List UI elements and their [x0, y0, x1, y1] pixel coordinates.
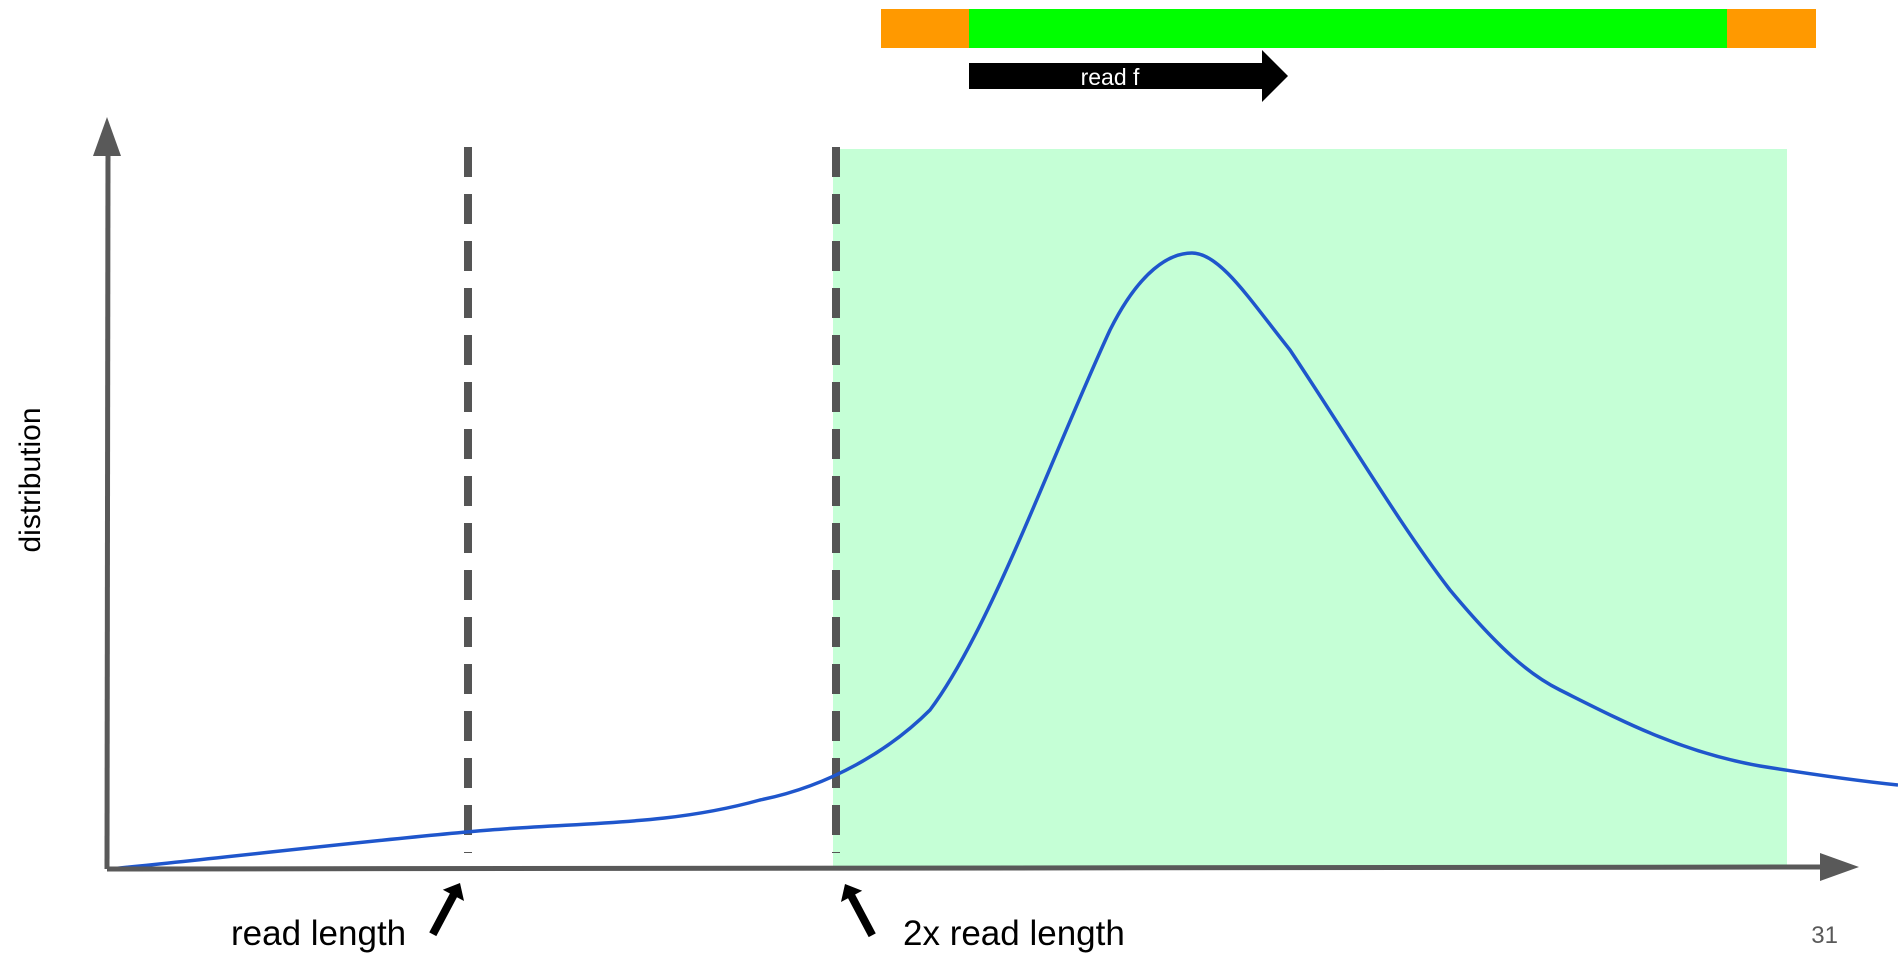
- read-arrow: read f: [969, 50, 1288, 102]
- axes: [93, 117, 1859, 881]
- up-arrow-icon: [429, 883, 465, 937]
- y-axis: [104, 149, 111, 870]
- double-read-length-label: 2x read length: [903, 914, 1125, 953]
- x-axis: [106, 864, 1821, 872]
- fragment-middle: [969, 9, 1727, 48]
- page-number: 31: [1811, 922, 1838, 949]
- read-label: read f: [1081, 64, 1140, 90]
- read-length-label: read length: [231, 914, 406, 953]
- up-arrow-icon: [840, 884, 876, 938]
- y-axis-label: distribution: [14, 407, 47, 552]
- x-axis-arrowhead: [1820, 853, 1859, 881]
- distribution-curve: [109, 251, 1898, 871]
- fragment-right-end: [1727, 9, 1816, 48]
- fragment-bar: [881, 9, 1816, 48]
- fragment-left-end: [881, 9, 969, 48]
- y-axis-arrowhead: [93, 117, 121, 156]
- selected-region: [833, 149, 1787, 867]
- read-arrow-shape: [969, 50, 1288, 102]
